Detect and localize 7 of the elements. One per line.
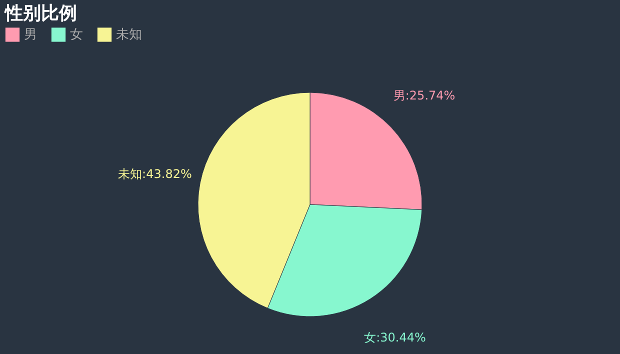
legend-label: 女 bbox=[70, 28, 83, 43]
data-label: 男:25.74% bbox=[393, 88, 456, 102]
data-label: 未知:43.82% bbox=[118, 167, 192, 182]
legend-label: 男 bbox=[24, 28, 37, 43]
data-label: 女:30.44% bbox=[364, 330, 426, 345]
chart-title: 性别比例 bbox=[4, 3, 77, 24]
legend-label: 未知 bbox=[116, 28, 142, 43]
